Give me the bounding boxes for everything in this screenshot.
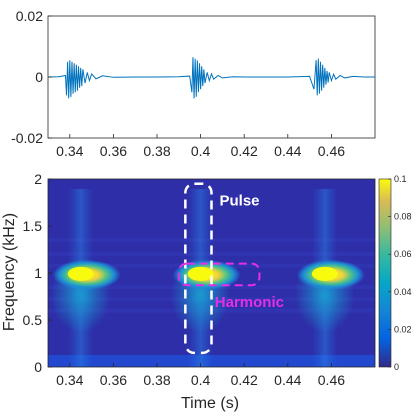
colorbar-tick-label: 0.08 — [394, 212, 412, 222]
waveform-series-line — [47, 57, 375, 99]
spectrogram-x-tick-label: 0.4 — [191, 372, 211, 388]
spectrogram-peak — [311, 266, 338, 281]
spectrogram-y-label: Frequency (kHz) — [1, 213, 18, 331]
spectrogram-x-tick-label: 0.34 — [56, 372, 83, 388]
spectrogram-peak — [187, 266, 214, 281]
spectrogram-y-tick-label: 1.5 — [23, 218, 43, 234]
harmonic-annotation-box — [177, 262, 261, 287]
waveform-y-tick-label: 0 — [35, 69, 43, 85]
waveform-panel: 0.34 0.36 0.38 0.4 0.42 0.44 0.46 0.02 0 -0.02 — [11, 8, 376, 159]
colorbar-tick-label: 0 — [394, 362, 399, 372]
waveform-x-tick-label: 0.38 — [143, 143, 170, 159]
spectrogram-x-tick-label: 0.38 — [143, 372, 170, 388]
spectrogram-x-tick-label: 0.42 — [231, 372, 258, 388]
waveform-x-tick-label: 0.44 — [274, 143, 301, 159]
colorbar-ticks: 0.1 0.08 0.06 0.04 0.02 0 — [388, 174, 412, 372]
spectrogram-y-tick-label: 0 — [34, 359, 42, 375]
waveform-x-tick-label: 0.36 — [100, 143, 127, 159]
waveform-y-tick-label: -0.02 — [11, 130, 43, 146]
spectrogram-x-tick-label: 0.36 — [100, 372, 127, 388]
colorbar-gradient — [378, 178, 392, 368]
spectrogram-x-tick-label: 0.46 — [318, 372, 345, 388]
colorbar-tick-label: 0.06 — [394, 249, 412, 259]
waveform-x-tick-label: 0.46 — [318, 143, 345, 159]
spectrogram-x-ticks: 0.34 0.36 0.38 0.4 0.42 0.44 0.46 — [56, 363, 345, 388]
waveform-y-ticks: 0.02 0 -0.02 — [11, 8, 52, 146]
spectrogram-panel: 0.34 0.36 0.38 0.4 0.42 0.44 0.46 2 1.5 1 0.5 0 Ti… — [1, 171, 376, 412]
spectrogram-x-tick-label: 0.44 — [274, 372, 301, 388]
spectrogram-y-ticks: 2 1.5 1 0.5 0 — [23, 171, 52, 375]
pulse-annotation-label: Pulse — [220, 193, 260, 210]
colorbar-tick-label: 0.1 — [394, 174, 407, 184]
colorbar-tick-label: 0.04 — [394, 287, 412, 297]
harmonic-annotation-label: Harmonic — [215, 294, 284, 311]
waveform-y-tick-label: 0.02 — [16, 8, 43, 24]
waveform-x-ticks: 0.34 0.36 0.38 0.4 0.42 0.44 0.46 — [56, 134, 345, 159]
colorbar: 0.1 0.08 0.06 0.04 0.02 0 — [378, 174, 412, 372]
pulse-annotation-box — [184, 182, 213, 355]
colorbar-tick-label: 0.02 — [394, 324, 412, 334]
waveform-x-tick-label: 0.34 — [56, 143, 83, 159]
spectrogram-peak — [67, 266, 94, 281]
spectrogram-x-label: Time (s) — [181, 395, 239, 412]
spectrogram-y-tick-label: 1 — [34, 265, 42, 281]
waveform-axes-box — [47, 15, 376, 139]
waveform-x-tick-label: 0.42 — [231, 143, 258, 159]
waveform-x-tick-label: 0.4 — [191, 143, 211, 159]
spectrogram-y-tick-label: 2 — [34, 171, 42, 187]
spectrogram-y-tick-label: 0.5 — [23, 312, 43, 328]
